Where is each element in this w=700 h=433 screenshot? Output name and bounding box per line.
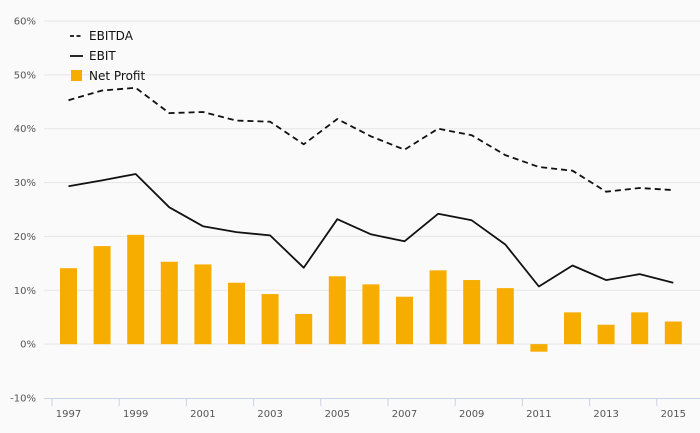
legend-item-ebitda: EBITDA	[70, 29, 134, 43]
legend: EBITDA EBIT Net Profit	[70, 29, 145, 83]
y-tick-label: 30%	[14, 178, 36, 189]
legend-label: EBITDA	[89, 29, 134, 43]
legend-label: EBIT	[89, 49, 116, 63]
x-tick-label: 2011	[526, 409, 551, 420]
net-profit-bar-2009	[463, 280, 481, 345]
net-profit-bar-2015	[664, 321, 682, 345]
y-axis-ticks: 60% 50% 40% 30% 20% 10% 0% -10%	[10, 17, 36, 405]
legend-item-net-profit: Net Profit	[71, 69, 145, 83]
net-profit-bar-2005	[328, 276, 346, 345]
net-profit-bar-1999	[127, 234, 145, 345]
y-tick-label: 40%	[14, 124, 36, 135]
x-tick-label: 2001	[190, 409, 215, 420]
x-tick-label: 2005	[325, 409, 350, 420]
y-tick-label: 50%	[14, 70, 36, 81]
x-tick-label: 1997	[56, 409, 81, 420]
net-profit-bar-2011	[530, 344, 548, 352]
y-tick-label: 0%	[20, 340, 36, 351]
x-tick-label: 2003	[257, 409, 282, 420]
net-profit-bar-2002	[228, 282, 245, 345]
net-profit-bars	[60, 234, 682, 352]
x-tick-label: 2009	[459, 409, 484, 420]
net-profit-bar-2006	[362, 284, 380, 345]
y-tick-label: 20%	[14, 232, 36, 243]
net-profit-bar-2008	[429, 270, 447, 345]
legend-item-ebit: EBIT	[70, 49, 116, 63]
net-profit-bar-2003	[261, 294, 279, 345]
net-profit-bar-2004	[295, 313, 313, 345]
y-tick-label: -10%	[10, 394, 36, 405]
x-tick-label: 2015	[661, 409, 686, 420]
x-tick-label: 2007	[392, 409, 417, 420]
legend-label: Net Profit	[89, 69, 145, 83]
net-profit-bar-2012	[564, 312, 581, 345]
x-tick-label: 1999	[123, 409, 148, 420]
net-profit-bar-2010	[496, 288, 514, 345]
net-profit-bar-1997	[60, 268, 77, 345]
net-profit-bar-1998	[93, 246, 111, 345]
line-series	[68, 86, 674, 288]
x-tick-label: 2013	[593, 409, 618, 420]
net-profit-bar-2000	[160, 261, 178, 345]
net-profit-bar-2014	[631, 312, 649, 345]
ebitda-line	[68, 86, 674, 193]
y-tick-label: 10%	[14, 286, 36, 297]
net-profit-bar-2007	[396, 296, 413, 345]
net-profit-bar-2001	[194, 264, 212, 345]
legend-swatch	[71, 70, 82, 81]
ebit-line	[68, 173, 674, 288]
y-tick-label: 60%	[14, 17, 36, 28]
net-profit-bar-2013	[597, 324, 615, 345]
x-axis: 1997 1999 2001 2003 2005 2007 2009 2011 2013 2015	[44, 398, 700, 420]
